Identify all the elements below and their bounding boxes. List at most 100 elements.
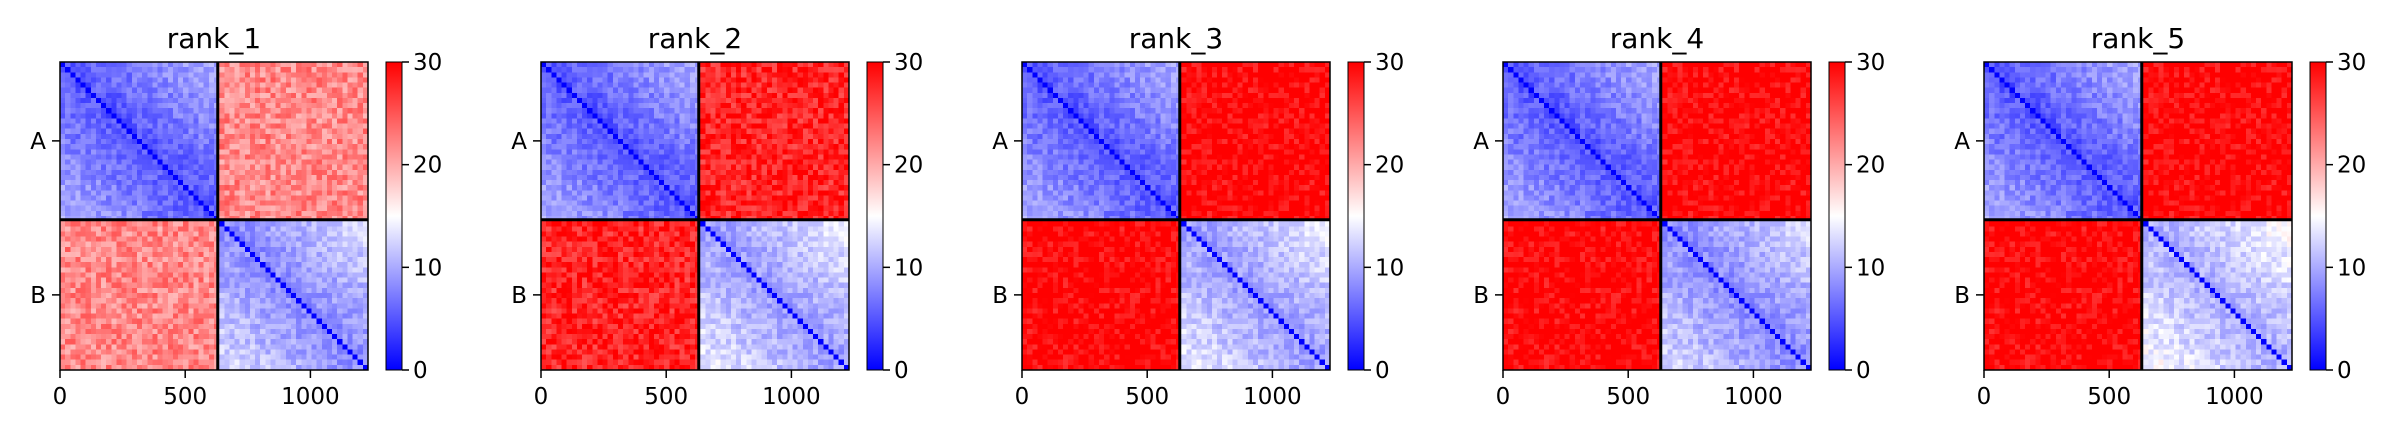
heatmap-cell: [65, 128, 71, 135]
heatmap-cell: [306, 195, 313, 202]
heatmap-cell: [167, 303, 174, 309]
heatmap-cell: [260, 200, 266, 207]
heatmap-cell: [638, 77, 645, 84]
heatmap-cell: [730, 174, 737, 181]
heatmap-cell: [101, 241, 107, 248]
heatmap-cell: [352, 82, 359, 89]
heatmap-cell: [275, 180, 282, 186]
heatmap-cell: [142, 77, 148, 84]
heatmap-cell: [342, 262, 349, 268]
heatmap-cell: [311, 364, 318, 371]
heatmap-cell: [633, 108, 640, 114]
heatmap-cell: [347, 82, 354, 89]
heatmap-cell: [116, 133, 123, 140]
heatmap-cell: [301, 133, 307, 140]
heatmap-cell: [234, 180, 241, 186]
heatmap-cell: [357, 113, 364, 120]
heatmap-cell: [326, 272, 333, 279]
heatmap-cell: [260, 67, 266, 73]
heatmap-cell: [357, 128, 364, 135]
heatmap-cell: [566, 164, 573, 171]
heatmap-cell: [582, 169, 588, 176]
heatmap-cell: [659, 67, 665, 73]
heatmap-cell: [260, 210, 266, 217]
heatmap-cell: [75, 174, 82, 181]
heatmap-cell: [321, 87, 328, 94]
heatmap-cell: [178, 77, 184, 84]
heatmap-cell: [265, 154, 272, 161]
heatmap-cell: [162, 267, 169, 274]
heatmap-cell: [296, 205, 302, 212]
heatmap-cell: [291, 128, 297, 135]
heatmap-cell: [229, 313, 236, 320]
heatmap-cell: [60, 82, 66, 89]
heatmap-cell: [296, 82, 302, 89]
heatmap-cell: [126, 87, 133, 94]
heatmap-cell: [648, 139, 655, 145]
heatmap-cell: [65, 339, 71, 345]
heatmap-cell: [80, 118, 87, 125]
heatmap-cell: [818, 139, 824, 145]
heatmap-cell: [208, 195, 215, 202]
heatmap-cell: [265, 334, 272, 340]
heatmap-cell: [357, 231, 364, 238]
heatmap-cell: [337, 139, 343, 145]
heatmap-cell: [725, 159, 732, 166]
heatmap-cell: [101, 118, 107, 125]
heatmap-cell: [116, 113, 123, 120]
heatmap-cell: [674, 72, 681, 78]
heatmap-cell: [280, 257, 287, 263]
heatmap-cell: [607, 62, 614, 68]
heatmap-cell: [65, 298, 71, 304]
heatmap-cell: [152, 354, 159, 361]
heatmap-cell: [265, 144, 272, 150]
heatmap-cell: [137, 164, 143, 171]
heatmap-cell: [137, 359, 143, 366]
heatmap-cell: [275, 277, 282, 284]
heatmap-cell: [306, 246, 313, 253]
heatmap-cell: [332, 139, 338, 145]
heatmap-cell: [684, 92, 691, 99]
heatmap-cell: [244, 287, 251, 294]
heatmap-cell: [280, 277, 287, 284]
heatmap-cell: [818, 133, 824, 140]
heatmap-cell: [311, 313, 318, 320]
colorbar-tick-label: 10: [413, 255, 442, 281]
heatmap-cell: [311, 159, 318, 166]
heatmap-cell: [838, 103, 845, 109]
heatmap-cell: [347, 87, 354, 94]
heatmap-cell: [602, 169, 609, 176]
heatmap-cell: [280, 123, 287, 130]
heatmap-cell: [142, 241, 148, 248]
heatmap-cell: [183, 344, 189, 351]
heatmap-cell: [551, 82, 557, 89]
heatmap-cell: [782, 62, 788, 68]
heatmap-cell: [275, 174, 282, 181]
heatmap-cell: [142, 359, 148, 366]
heatmap-cell: [362, 267, 369, 274]
heatmap-cell: [546, 108, 552, 114]
heatmap-cell: [106, 334, 112, 340]
heatmap-cell: [260, 267, 266, 274]
heatmap-cell: [172, 303, 179, 309]
heatmap-cell: [669, 174, 676, 181]
heatmap-cell: [188, 298, 195, 304]
heatmap-cell: [219, 113, 225, 120]
heatmap-cell: [648, 123, 655, 130]
heatmap-cell: [229, 262, 236, 268]
heatmap-cell: [311, 267, 318, 274]
heatmap-cell: [234, 318, 241, 325]
heatmap-cell: [285, 200, 292, 207]
heatmap-cell: [85, 128, 92, 135]
heatmap-cell: [126, 128, 133, 135]
heatmap-cell: [347, 164, 354, 171]
heatmap-cell: [576, 118, 583, 125]
heatmap-cell: [244, 82, 251, 89]
heatmap-cell: [301, 185, 307, 191]
heatmap-cell: [357, 339, 364, 345]
heatmap-cell: [275, 349, 282, 356]
heatmap-cell: [224, 118, 230, 125]
heatmap-cell: [342, 236, 349, 243]
heatmap-cell: [162, 246, 169, 253]
heatmap-cell: [121, 180, 128, 186]
